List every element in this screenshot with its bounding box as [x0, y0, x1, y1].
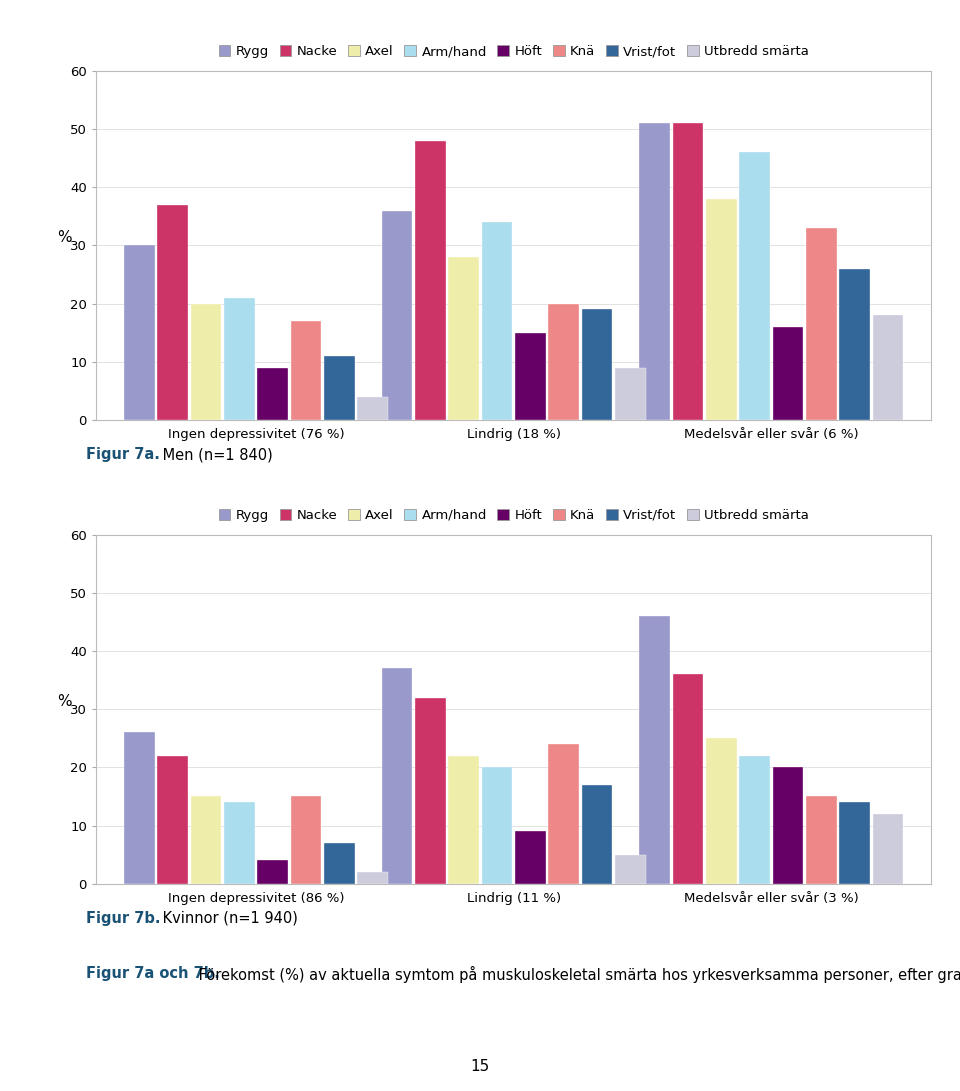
- Bar: [739, 756, 770, 884]
- Bar: [673, 674, 704, 884]
- Text: Figur 7a.: Figur 7a.: [86, 447, 160, 463]
- Bar: [582, 784, 612, 884]
- Bar: [257, 861, 288, 884]
- Bar: [157, 756, 188, 884]
- Bar: [124, 732, 155, 884]
- Text: Men (n=1 840): Men (n=1 840): [158, 447, 273, 463]
- Legend: Rygg, Nacke, Axel, Arm/hand, Höft, Knä, Vrist/fot, Utbredd smärta: Rygg, Nacke, Axel, Arm/hand, Höft, Knä, …: [213, 504, 814, 527]
- Bar: [548, 744, 579, 884]
- Bar: [515, 333, 545, 420]
- Text: Förekomst (%) av aktuella symtom på muskuloskeletal smärta hos yrkesverksamma pe: Förekomst (%) av aktuella symtom på musk…: [194, 966, 960, 983]
- Bar: [582, 310, 612, 420]
- Bar: [548, 303, 579, 420]
- Bar: [615, 368, 645, 420]
- Bar: [191, 303, 221, 420]
- Bar: [706, 739, 736, 884]
- Bar: [739, 153, 770, 420]
- Bar: [224, 298, 254, 420]
- Bar: [482, 223, 513, 420]
- Bar: [839, 268, 870, 420]
- Bar: [873, 814, 903, 884]
- Bar: [357, 397, 388, 420]
- Bar: [157, 205, 188, 420]
- Text: Kvinnor (n=1 940): Kvinnor (n=1 940): [158, 911, 299, 926]
- Bar: [773, 327, 804, 420]
- Bar: [257, 368, 288, 420]
- Bar: [291, 321, 322, 420]
- Bar: [415, 141, 445, 420]
- Bar: [773, 767, 804, 884]
- Bar: [448, 257, 479, 420]
- Bar: [382, 669, 412, 884]
- Y-axis label: %: %: [57, 694, 72, 709]
- Legend: Rygg, Nacke, Axel, Arm/hand, Höft, Knä, Vrist/fot, Utbredd smärta: Rygg, Nacke, Axel, Arm/hand, Höft, Knä, …: [213, 40, 814, 63]
- Bar: [873, 315, 903, 420]
- Bar: [191, 796, 221, 884]
- Bar: [805, 228, 836, 420]
- Bar: [839, 802, 870, 884]
- Text: Figur 7b.: Figur 7b.: [86, 911, 161, 926]
- Bar: [415, 697, 445, 884]
- Bar: [291, 796, 322, 884]
- Bar: [448, 756, 479, 884]
- Text: Figur 7a och 7b.: Figur 7a och 7b.: [86, 966, 220, 981]
- Bar: [482, 767, 513, 884]
- Bar: [673, 123, 704, 420]
- Text: 15: 15: [470, 1059, 490, 1074]
- Bar: [515, 831, 545, 884]
- Bar: [706, 199, 736, 420]
- Bar: [805, 796, 836, 884]
- Bar: [357, 872, 388, 884]
- Bar: [639, 616, 670, 884]
- Bar: [224, 802, 254, 884]
- Y-axis label: %: %: [57, 230, 72, 245]
- Bar: [382, 211, 412, 420]
- Bar: [124, 245, 155, 420]
- Bar: [615, 854, 645, 884]
- Bar: [324, 843, 354, 884]
- Bar: [639, 123, 670, 420]
- Bar: [324, 356, 354, 420]
